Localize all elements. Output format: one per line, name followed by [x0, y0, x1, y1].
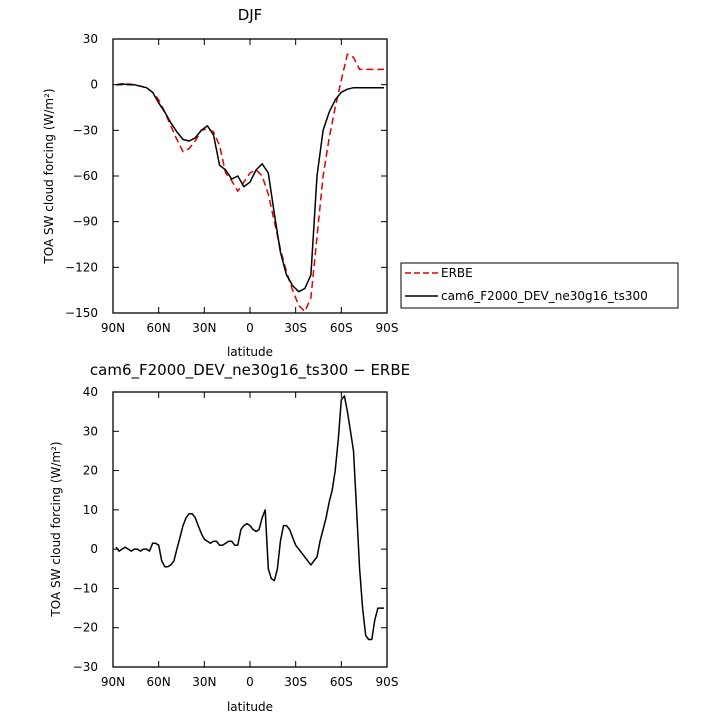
bottom-y-tick-label: 10: [83, 503, 98, 517]
top-y-tick-label: 30: [83, 32, 98, 46]
bottom-series-line-difference: [115, 395, 384, 641]
bottom-y-tick-label: −20: [73, 621, 98, 635]
top-plot-frame: [112, 38, 388, 314]
bottom-y-axis-label: TOA SW cloud forcing (W/m²): [49, 441, 63, 617]
top-series-line-cam6-f2000-dev-ne30g16-ts300: [115, 83, 384, 293]
top-y-tick-label: −120: [65, 260, 98, 274]
top-x-tick-label: 30S: [284, 321, 307, 335]
bottom-x-tick-label: 60S: [330, 675, 353, 689]
bottom-x-tick-label: 0: [246, 675, 254, 689]
legend: ERBE cam6_F2000_DEV_ne30g16_ts300: [400, 262, 679, 309]
top-panel: DJF 90N 60N 30N 0 30S 60S 90S 30 0 −30 −60 −90 −120 −…: [42, 6, 398, 359]
bottom-y-tick-label: −30: [73, 660, 98, 674]
bottom-series-group: [115, 395, 384, 641]
bottom-y-tick-label: 0: [90, 542, 98, 556]
top-x-tick-label: 90S: [376, 321, 399, 335]
top-series-line-erbe: [116, 53, 384, 313]
legend-label-erbe: ERBE: [441, 266, 473, 280]
bottom-y-tick-label: 30: [83, 424, 98, 438]
top-chart-title: DJF: [238, 6, 263, 24]
legend-label-model: cam6_F2000_DEV_ne30g16_ts300: [441, 289, 648, 303]
bottom-x-tick-label: 90S: [376, 675, 399, 689]
top-x-tick-label: 90N: [101, 321, 125, 335]
top-x-tick-label: 0: [246, 321, 254, 335]
bottom-panel: cam6_F2000_DEV_ne30g16_ts300 − ERBE 90N 6…: [49, 361, 410, 714]
bottom-x-tick-label: 90N: [101, 675, 125, 689]
legend-box: [400, 262, 679, 309]
top-ticks: 90N 60N 30N 0 30S 60S 90S 30 0 −30 −60 −90 −120 −150: [65, 32, 398, 335]
top-x-axis-label: latitude: [227, 345, 273, 359]
top-y-tick-label: −90: [73, 215, 98, 229]
bottom-x-tick-label: 60N: [147, 675, 171, 689]
top-x-tick-label: 60N: [147, 321, 171, 335]
top-x-tick-label: 30N: [192, 321, 216, 335]
top-y-tick-label: −30: [73, 123, 98, 137]
bottom-y-tick-label: −10: [73, 581, 98, 595]
bottom-chart-title: cam6_F2000_DEV_ne30g16_ts300 − ERBE: [90, 361, 410, 380]
bottom-plot-frame: [112, 391, 388, 668]
top-y-axis-label: TOA SW cloud forcing (W/m²): [42, 88, 56, 264]
bottom-x-tick-label: 30N: [192, 675, 216, 689]
bottom-ticks: 90N 60N 30N 0 30S 60S 90S 40 30 20 10 0 −10 −20 −30: [73, 385, 399, 689]
bottom-x-tick-label: 30S: [284, 675, 307, 689]
top-y-tick-label: −60: [73, 169, 98, 183]
top-y-tick-label: −150: [65, 306, 98, 320]
bottom-y-tick-label: 40: [83, 385, 98, 399]
bottom-x-axis-label: latitude: [227, 700, 273, 714]
top-series-group: [115, 53, 384, 313]
top-x-tick-label: 60S: [330, 321, 353, 335]
bottom-y-tick-label: 20: [83, 464, 98, 478]
top-y-tick-label: 0: [90, 78, 98, 92]
